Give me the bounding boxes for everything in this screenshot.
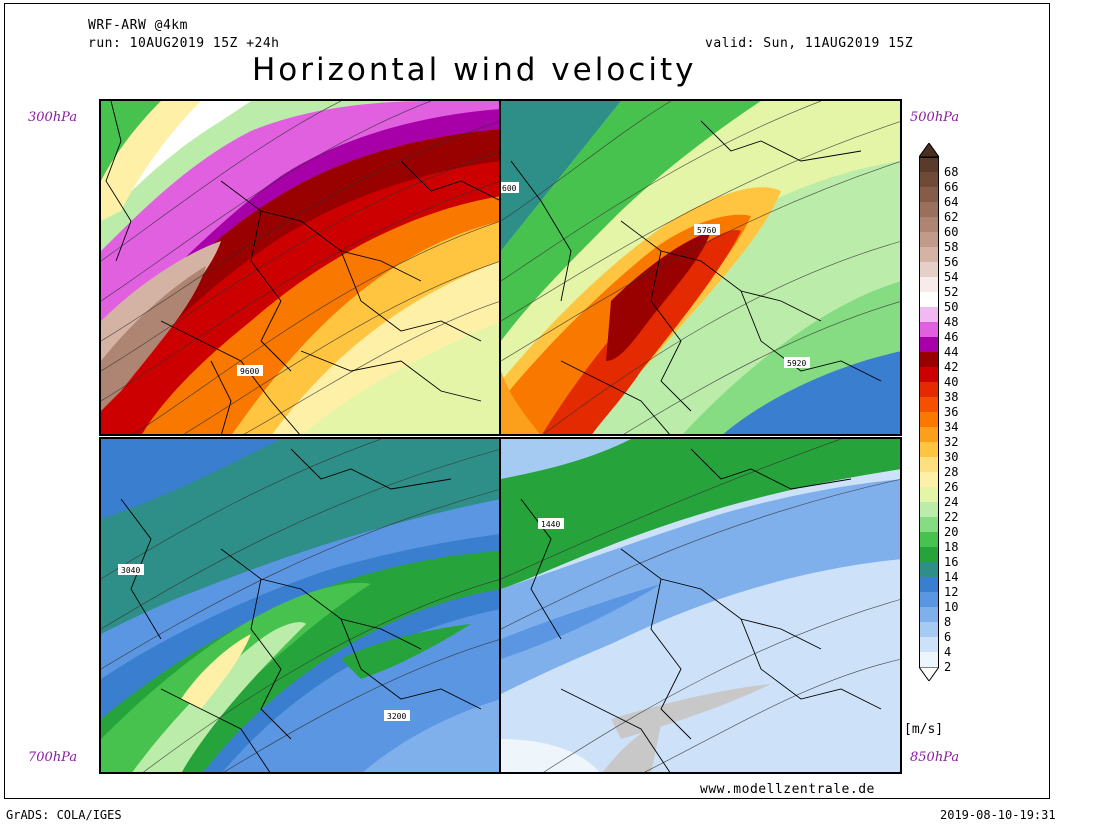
colorbar-segment [919,337,939,352]
panel-300hpa: 9600 [99,99,501,436]
site-credit: www.modellzentrale.de [700,782,875,797]
colorbar-tick-label: 28 [944,465,959,479]
colorbar-segment [919,397,939,412]
colorbar-tick-label: 48 [944,315,959,329]
colorbar-tick-label: 44 [944,345,959,359]
colorbar-segment [919,592,939,607]
contour-label-600: 600 [502,184,517,193]
run-label: run: 10AUG2019 15Z +24h [88,36,280,51]
colorbar-segment [919,487,939,502]
colorbar-tick-label: 2 [944,660,952,674]
colorbar-segment [919,622,939,637]
colorbar-tick-label: 42 [944,360,959,374]
colorbar-unit: [m/s] [904,722,944,737]
colorbar-segment [919,502,939,517]
colorbar-segment [919,382,939,397]
timestamp: 2019-08-10-19:31 [940,808,1056,822]
colorbar-segment [919,307,939,322]
colorbar-tick-label: 34 [944,420,959,434]
contour-label-3200: 3200 [387,712,406,721]
panel-700hpa: 3040 3200 [99,437,501,774]
colorbar-tick-label: 24 [944,495,959,509]
colorbar-segment [919,427,939,442]
colorbar-segment [919,157,939,172]
colorbar-segment [919,202,939,217]
colorbar-segment [919,547,939,562]
colorbar-tick-label: 8 [944,615,952,629]
contour-label-5760: 5760 [697,226,716,235]
colorbar-tick-label: 6 [944,630,952,644]
colorbar-segment [919,247,939,262]
colorbar-segment [919,187,939,202]
colorbar-tick-label: 40 [944,375,959,389]
colorbar-segment [919,457,939,472]
colorbar-tick-label: 62 [944,210,959,224]
wind-map-300hpa: 9600 [101,101,499,434]
grads-credit: GrADS: COLA/IGES [6,808,122,822]
colorbar-tick-label: 56 [944,255,959,269]
colorbar-segment [919,322,939,337]
contour-label-300: 9600 [240,367,259,376]
colorbar-segment [919,172,939,187]
wind-map-500hpa: 5760 5920 600 [501,101,900,434]
wind-map-700hpa: 3040 3200 [101,439,499,772]
colorbar-segment [919,262,939,277]
contour-label-5920: 5920 [787,359,806,368]
colorbar-tick-label: 26 [944,480,959,494]
colorbar-segment [919,442,939,457]
colorbar-tick-label: 38 [944,390,959,404]
colorbar-min-arrow [919,667,939,681]
level-label-700: 700hPa [28,750,78,765]
panel-500hpa: 5760 5920 600 [499,99,902,436]
colorbar-tick-label: 66 [944,180,959,194]
colorbar-tick-label: 50 [944,300,959,314]
colorbar-segment [919,517,939,532]
valid-label: valid: Sun, 11AUG2019 15Z [705,36,914,51]
colorbar-tick-label: 58 [944,240,959,254]
colorbar-tick-label: 54 [944,270,959,284]
colorbar-segment [919,637,939,652]
wind-map-850hpa: 1440 [501,439,900,772]
colorbar-segment [919,367,939,382]
colorbar-tick-label: 52 [944,285,959,299]
colorbar-segment [919,292,939,307]
colorbar-tick-label: 30 [944,450,959,464]
colorbar-tick-label: 36 [944,405,959,419]
map-title: Horizontal wind velocity [252,52,697,88]
colorbar-segment [919,412,939,427]
colorbar-segment [919,217,939,232]
level-label-850: 850hPa [910,750,960,765]
colorbar-segment [919,352,939,367]
contour-label-3040: 3040 [121,566,140,575]
colorbar-tick-label: 16 [944,555,959,569]
colorbar-max-arrow [919,143,939,157]
colorbar-segment [919,607,939,622]
colorbar-segment [919,652,939,667]
colorbar-tick-label: 64 [944,195,959,209]
colorbar-tick-label: 12 [944,585,959,599]
colorbar-segment [919,277,939,292]
colorbar-tick-label: 10 [944,600,959,614]
colorbar-segment [919,232,939,247]
colorbar-tick-label: 32 [944,435,959,449]
figure-frame [4,3,1050,799]
colorbar-tick-label: 22 [944,510,959,524]
level-label-300: 300hPa [28,110,78,125]
colorbar-tick-label: 18 [944,540,959,554]
colorbar-tick-label: 68 [944,165,959,179]
model-label: WRF-ARW @4km [88,18,188,33]
level-label-500: 500hPa [910,110,960,125]
contour-label-1440: 1440 [541,520,560,529]
colorbar-segment [919,562,939,577]
colorbar-segment [919,577,939,592]
colorbar-tick-label: 46 [944,330,959,344]
colorbar-tick-label: 14 [944,570,959,584]
colorbar [919,143,939,682]
colorbar-tick-label: 4 [944,645,952,659]
colorbar-segment [919,472,939,487]
colorbar-tick-label: 60 [944,225,959,239]
colorbar-tick-label: 20 [944,525,959,539]
panel-850hpa: 1440 [499,437,902,774]
colorbar-segment [919,532,939,547]
